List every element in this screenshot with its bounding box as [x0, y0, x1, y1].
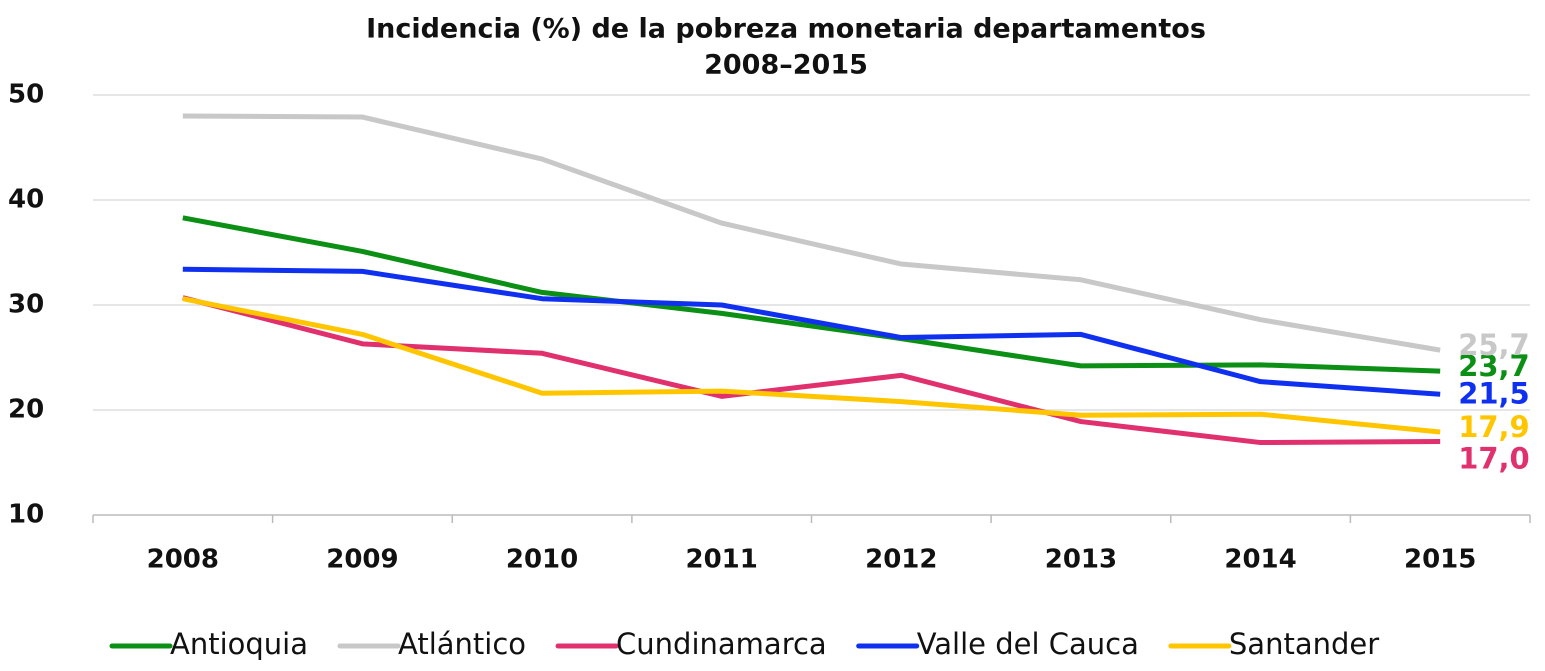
series-line — [182, 113, 1441, 353]
series-line — [182, 215, 1441, 374]
x-tick-label: 2015 — [1404, 545, 1476, 575]
data-label: 23,7 — [1458, 349, 1530, 383]
series-line — [182, 296, 1441, 435]
data-label: 25,7 — [1458, 328, 1530, 362]
data-label: 21,5 — [1458, 376, 1530, 410]
x-tick-label: 2013 — [1045, 545, 1117, 575]
y-tick-label: 30 — [8, 290, 44, 320]
x-tick-label: 2011 — [686, 545, 758, 575]
y-tick-label: 10 — [8, 500, 44, 530]
legend-label: Santander — [1229, 627, 1379, 661]
x-tick-label: 2009 — [326, 545, 398, 575]
x-tick-label: 2012 — [865, 545, 937, 575]
legend-label: Atlántico — [398, 627, 526, 661]
data-label: 17,9 — [1458, 410, 1530, 444]
y-tick-label: 40 — [8, 185, 44, 215]
legend-label: Cundinamarca — [616, 627, 827, 661]
x-tick-label: 2008 — [147, 545, 219, 575]
chart-subtitle: 2008–2015 — [704, 50, 868, 81]
data-label: 17,0 — [1458, 442, 1530, 476]
x-tick-label: 2014 — [1224, 545, 1296, 575]
legend-label: Antioquia — [170, 627, 308, 661]
chart-title: Incidencia (%) de la pobreza monetaria d… — [366, 14, 1206, 45]
series-line — [182, 266, 1441, 397]
y-tick-label: 50 — [8, 80, 44, 110]
x-tick-label: 2010 — [506, 545, 578, 575]
legend-label: Valle del Cauca — [917, 627, 1139, 661]
y-tick-label: 20 — [8, 395, 44, 425]
